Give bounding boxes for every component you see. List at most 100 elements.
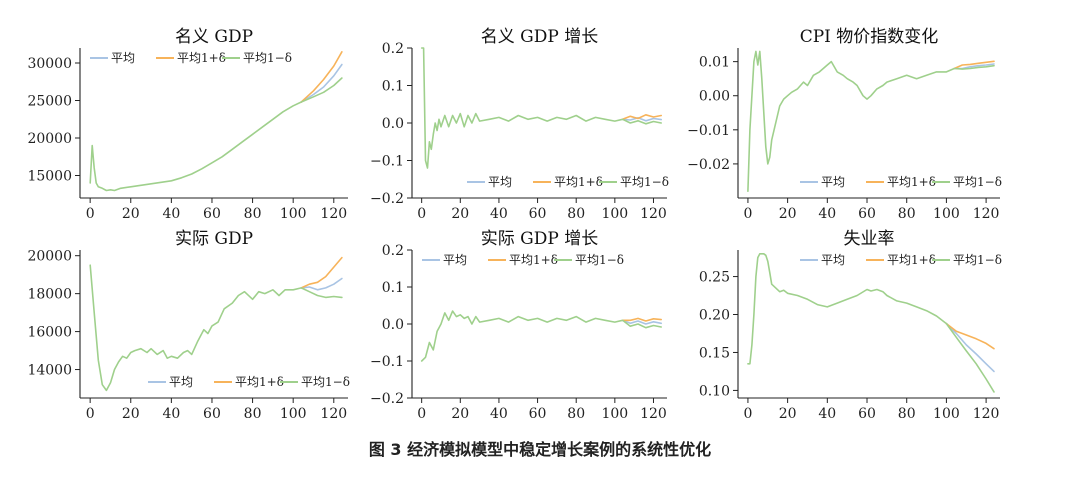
y-tick-label: −0.2 (370, 191, 404, 207)
legend-label: 平均1+δ (887, 253, 936, 267)
x-tick-label: 80 (244, 406, 262, 422)
series-line-mean-plus-delta (953, 60, 995, 70)
x-tick-label: 100 (280, 206, 307, 222)
series-line-mean (300, 277, 343, 291)
x-tick-label: 0 (86, 206, 95, 222)
x-tick-label: 120 (320, 406, 347, 422)
nominal-gdp-chart: 名义 GDP 0 20 40 60 80 100 120 15000 20000 25000 3000… (27, 27, 348, 222)
y-tick-label: 25000 (27, 94, 72, 110)
series-line-mean (945, 322, 995, 373)
series-line-mean-plus-delta (300, 256, 343, 289)
x-tick-label: 100 (601, 406, 628, 422)
x-tick-label: 60 (203, 206, 221, 222)
x-tick-label: 80 (898, 206, 916, 222)
legend-label: 平均 (821, 253, 845, 267)
x-tick-label: 100 (601, 206, 628, 222)
legend-label: 平均 (169, 375, 193, 389)
x-tick-label: 0 (743, 406, 752, 422)
x-tick-label: 120 (320, 206, 347, 222)
x-tick-label: 40 (818, 406, 836, 422)
legend-label: 平均1+δ (554, 175, 603, 189)
y-tick-label: −0.1 (370, 154, 404, 170)
legend-label: 平均1+δ (509, 253, 558, 267)
y-tick-label: 16000 (27, 325, 72, 341)
y-tick-label: 0.00 (699, 89, 730, 105)
y-tick-label: 14000 (27, 363, 72, 379)
common-trajectory-line (420, 310, 624, 362)
x-tick-label: 80 (567, 406, 585, 422)
x-tick-label: 60 (858, 406, 876, 422)
x-tick-label: 20 (779, 406, 797, 422)
legend-label: 平均 (488, 175, 512, 189)
x-tick-label: 40 (162, 206, 180, 222)
legend: 平均 平均1+δ 平均1−δ (148, 375, 350, 389)
legend-label: 平均1+δ (887, 175, 936, 189)
legend-label: 平均1+δ (177, 51, 226, 65)
common-trajectory-line (89, 264, 303, 392)
legend: 平均 平均1+δ 平均1−δ (422, 253, 624, 267)
x-tick-label: 100 (280, 406, 307, 422)
y-tick-label: 30000 (27, 56, 72, 72)
real-gdp-chart: 实际 GDP 0 20 40 60 80 100 120 14000 16000 18000 2000… (27, 229, 349, 422)
legend-label: 平均1−δ (575, 253, 624, 267)
chart-title: 名义 GDP (175, 27, 253, 47)
x-tick-label: 100 (933, 406, 960, 422)
legend-label: 平均1−δ (301, 375, 350, 389)
series-line-mean-minus-delta (945, 322, 995, 393)
legend-label: 平均 (111, 51, 135, 65)
y-tick-label: 20000 (27, 131, 72, 147)
x-tick-label: 40 (490, 206, 508, 222)
series-line-mean-plus-delta (945, 322, 995, 350)
x-tick-label: 120 (640, 406, 667, 422)
legend-label: 平均1+δ (235, 375, 284, 389)
legend: 平均 平均1+δ 平均1−δ (90, 51, 292, 65)
x-tick-label: 20 (451, 206, 469, 222)
x-tick-label: 20 (122, 206, 140, 222)
y-tick-label: 0.10 (699, 383, 730, 399)
real-gdp-growth-chart: 实际 GDP 增长 0 20 40 60 80 100 120 −0.2 −0.1 0.0 0.1 0.… (370, 229, 667, 422)
x-tick-label: 60 (203, 406, 221, 422)
x-tick-label: 20 (122, 406, 140, 422)
x-tick-label: 80 (244, 206, 262, 222)
y-tick-label: 0.0 (382, 116, 404, 132)
figure-caption: 图 3 经济模拟模型中稳定增长案例的系统性优化 (368, 440, 712, 459)
x-tick-label: 20 (779, 206, 797, 222)
x-tick-label: 120 (640, 206, 667, 222)
x-tick-label: 20 (451, 406, 469, 422)
series-line-mean-minus-delta (621, 118, 663, 125)
unemployment-rate-chart: 失业率 0 20 40 60 80 100 120 0.10 0.15 0.20 0.25 平均 平均1+… (699, 229, 1002, 422)
chart-title: 失业率 (844, 229, 895, 249)
cpi-change-chart: CPI 物价指数变化 0 20 40 60 80 100 120 −0.02 −0.01 0.00 0… (687, 27, 1002, 222)
common-trajectory-line (420, 47, 624, 169)
x-tick-label: 0 (86, 406, 95, 422)
chart-title: 名义 GDP 增长 (481, 27, 598, 47)
y-tick-label: −0.2 (370, 391, 404, 407)
nominal-gdp-growth-chart: 名义 GDP 增长 0 20 40 60 80 100 120 −0.2 −0.1 0.0 0.1 0.… (370, 27, 669, 222)
x-tick-label: 60 (529, 406, 547, 422)
x-tick-label: 0 (417, 206, 426, 222)
series-line-mean-plus-delta (300, 50, 343, 103)
x-tick-label: 120 (973, 206, 1000, 222)
y-tick-label: −0.02 (687, 157, 730, 173)
legend-label: 平均1−δ (620, 175, 669, 189)
series-line-mean-minus-delta (300, 287, 343, 299)
y-tick-label: 0.1 (382, 79, 404, 95)
y-tick-label: 0.20 (699, 308, 730, 324)
legend: 平均 平均1+δ 平均1−δ (800, 175, 1002, 189)
y-tick-label: 0.1 (382, 280, 404, 296)
y-tick-label: 0.25 (699, 270, 730, 286)
legend-label: 平均 (821, 175, 845, 189)
common-trajectory-line (89, 101, 303, 192)
x-tick-label: 120 (973, 406, 1000, 422)
y-tick-label: 18000 (27, 287, 72, 303)
series-line-mean (621, 117, 663, 122)
x-tick-label: 40 (490, 406, 508, 422)
legend-label: 平均1−δ (953, 253, 1002, 267)
y-tick-label: 20000 (27, 249, 72, 265)
series-line-mean-minus-delta (953, 64, 995, 70)
legend: 平均 平均1+δ 平均1−δ (467, 175, 669, 189)
y-tick-label: 15000 (27, 169, 72, 185)
legend-label: 平均 (443, 253, 467, 267)
common-trajectory-line (747, 50, 956, 192)
